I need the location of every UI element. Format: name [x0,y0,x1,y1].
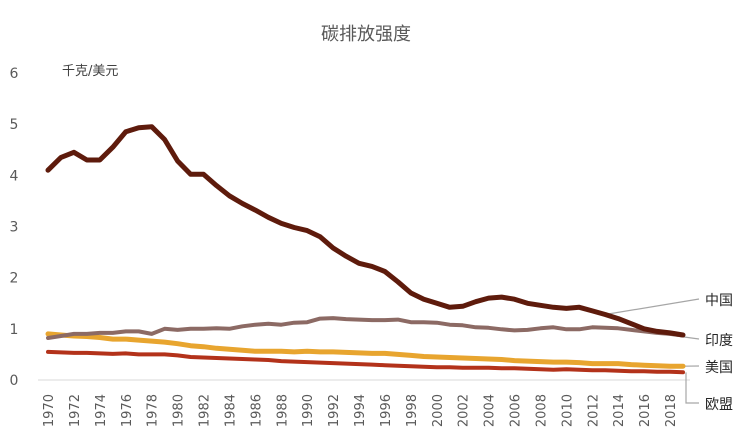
x-tick-label: 2014 [612,394,627,427]
x-tick-label: 1984 [223,394,238,427]
y-tick-label: 3 [10,220,19,236]
x-tick-label: 1982 [198,394,213,427]
x-tick-label: 2016 [638,394,653,427]
leader-line-3 [685,372,699,404]
y-tick-label: 6 [10,66,19,82]
x-tick-label: 1998 [405,394,420,427]
series-label-1: 印度 [705,333,733,349]
x-tick-label: 1992 [327,394,342,427]
leader-line-0 [605,298,700,316]
series-label-3: 欧盟 [705,397,733,413]
series-line-3 [46,349,685,375]
unit-label: 千克/美元 [62,64,118,79]
series-line-2 [45,331,686,369]
x-tick-label: 1988 [275,394,290,427]
x-tick-label: 1978 [146,394,161,427]
x-tick-label: 1980 [172,394,187,427]
series-line-0 [45,124,686,338]
x-axis-ticks: 1970 1972 1974 1976 1978 1980 1982 1984 1986 1988… [42,394,679,427]
y-tick-label: 5 [10,117,19,133]
series-lines [45,124,686,375]
y-tick-label: 1 [10,322,19,338]
y-axis-ticks: 0 1 2 3 4 5 6 [10,66,19,389]
x-tick-label: 1986 [249,394,264,427]
x-tick-label: 2000 [431,394,446,427]
x-tick-label: 2002 [457,394,472,427]
x-tick-label: 1994 [353,394,368,427]
y-tick-label: 0 [10,373,19,389]
label-leader-lines [605,298,700,404]
series-label-0: 中国 [705,293,733,309]
x-tick-label: 2010 [560,394,575,427]
x-tick-label: 2006 [509,394,524,427]
x-tick-label: 1990 [301,394,316,427]
x-tick-label: 1974 [94,394,109,427]
x-tick-label: 1976 [120,394,135,427]
x-tick-label: 2008 [534,394,549,427]
y-tick-label: 2 [10,271,19,287]
x-tick-label: 2004 [483,394,498,427]
series-line-1 [46,316,685,340]
series-label-2: 美国 [705,360,733,376]
x-tick-label: 2018 [664,394,679,427]
x-tick-label: 1970 [42,394,57,427]
x-tick-label: 1972 [68,394,83,427]
y-tick-label: 4 [10,168,19,184]
chart-title: 碳排放强度 [321,24,411,45]
x-tick-label: 2012 [586,394,601,427]
x-tick-label: 1996 [379,394,394,427]
